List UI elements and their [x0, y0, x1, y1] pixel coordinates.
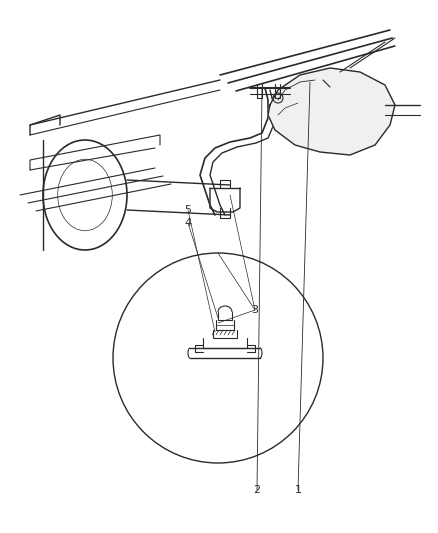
Text: 1: 1	[294, 485, 301, 495]
Text: 3: 3	[251, 305, 258, 315]
Text: 4: 4	[184, 218, 191, 228]
Text: 5: 5	[184, 205, 191, 215]
Polygon shape	[268, 68, 395, 155]
Text: 2: 2	[254, 485, 261, 495]
